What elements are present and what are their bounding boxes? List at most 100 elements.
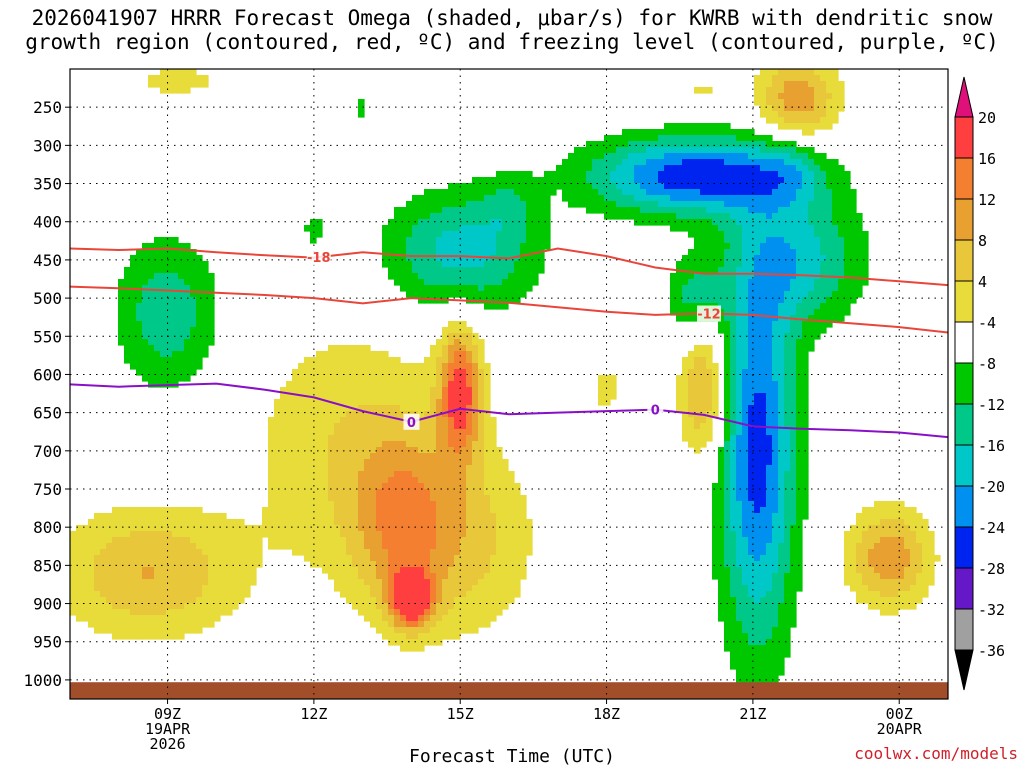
omega-cell — [484, 195, 491, 202]
omega-cell — [448, 495, 455, 502]
omega-cell — [142, 579, 149, 586]
omega-cell — [136, 339, 143, 346]
omega-cell — [430, 441, 437, 448]
omega-cell — [400, 267, 407, 274]
omega-cell — [676, 387, 683, 394]
omega-cell — [598, 381, 605, 388]
omega-cell — [784, 543, 791, 550]
omega-cell — [580, 189, 587, 196]
omega-cell — [184, 285, 191, 292]
omega-cell — [496, 291, 503, 298]
omega-cell — [916, 567, 923, 574]
omega-cell — [322, 465, 329, 472]
omega-cell — [376, 381, 383, 388]
omega-cell — [712, 369, 719, 376]
omega-cell — [130, 537, 137, 544]
omega-cell — [898, 543, 905, 550]
omega-cell — [124, 339, 131, 346]
omega-cell — [430, 489, 437, 496]
omega-cell — [340, 363, 347, 370]
omega-cell — [682, 153, 689, 160]
omega-cell — [466, 279, 473, 286]
omega-cell — [208, 573, 215, 580]
omega-cell — [124, 279, 131, 286]
omega-cell — [790, 363, 797, 370]
omega-cell — [376, 477, 383, 484]
omega-cell — [658, 165, 665, 172]
omega-cell — [250, 525, 257, 532]
omega-cell — [766, 573, 773, 580]
omega-cell — [772, 483, 779, 490]
omega-cell — [292, 381, 299, 388]
omega-cell — [604, 375, 611, 382]
omega-cell — [328, 423, 335, 430]
omega-cell — [298, 381, 305, 388]
omega-cell — [430, 243, 437, 250]
omega-cell — [196, 525, 203, 532]
omega-cell — [490, 249, 497, 256]
omega-cell — [328, 417, 335, 424]
omega-cell — [682, 189, 689, 196]
omega-cell — [706, 393, 713, 400]
omega-cell — [460, 375, 467, 382]
omega-cell — [424, 363, 431, 370]
omega-cell — [724, 225, 731, 232]
omega-cell — [766, 483, 773, 490]
omega-cell — [256, 531, 263, 538]
omega-cell — [808, 123, 815, 130]
omega-cell — [784, 345, 791, 352]
omega-cell — [736, 249, 743, 256]
omega-cell — [820, 75, 827, 82]
omega-cell — [166, 579, 173, 586]
omega-cell — [682, 213, 689, 220]
omega-cell — [808, 147, 815, 154]
omega-cell — [850, 549, 857, 556]
omega-cell — [400, 393, 407, 400]
omega-cell — [448, 483, 455, 490]
omega-cell — [124, 303, 131, 310]
omega-cell — [274, 477, 281, 484]
omega-cell — [190, 357, 197, 364]
omega-cell — [748, 435, 755, 442]
omega-cell — [724, 435, 731, 442]
omega-cell — [106, 531, 113, 538]
omega-cell — [346, 459, 353, 466]
omega-cell — [508, 201, 515, 208]
omega-cell — [112, 549, 119, 556]
omega-cell — [94, 519, 101, 526]
omega-cell — [598, 207, 605, 214]
omega-cell — [322, 537, 329, 544]
omega-cell — [466, 357, 473, 364]
omega-cell — [892, 537, 899, 544]
omega-cell — [526, 525, 533, 532]
omega-cell — [442, 219, 449, 226]
omega-cell — [304, 465, 311, 472]
omega-cell — [130, 567, 137, 574]
omega-cell — [802, 357, 809, 364]
omega-cell — [130, 321, 137, 328]
omega-cell — [448, 405, 455, 412]
omega-cell — [760, 207, 767, 214]
omega-cell — [472, 357, 479, 364]
omega-cell — [160, 303, 167, 310]
omega-cell — [814, 75, 821, 82]
omega-cell — [358, 471, 365, 478]
omega-cell — [412, 435, 419, 442]
omega-cell — [766, 201, 773, 208]
omega-cell — [832, 105, 839, 112]
omega-cell — [400, 465, 407, 472]
omega-cell — [358, 519, 365, 526]
omega-cell — [370, 417, 377, 424]
omega-cell — [586, 183, 593, 190]
omega-cell — [652, 147, 659, 154]
omega-cell — [658, 183, 665, 190]
omega-cell — [772, 447, 779, 454]
omega-cell — [424, 357, 431, 364]
omega-cell — [646, 189, 653, 196]
omega-cell — [460, 189, 467, 196]
omega-cell — [754, 231, 761, 238]
omega-cell — [442, 525, 449, 532]
omega-cell — [406, 483, 413, 490]
omega-cell — [772, 249, 779, 256]
omega-cell — [634, 159, 641, 166]
